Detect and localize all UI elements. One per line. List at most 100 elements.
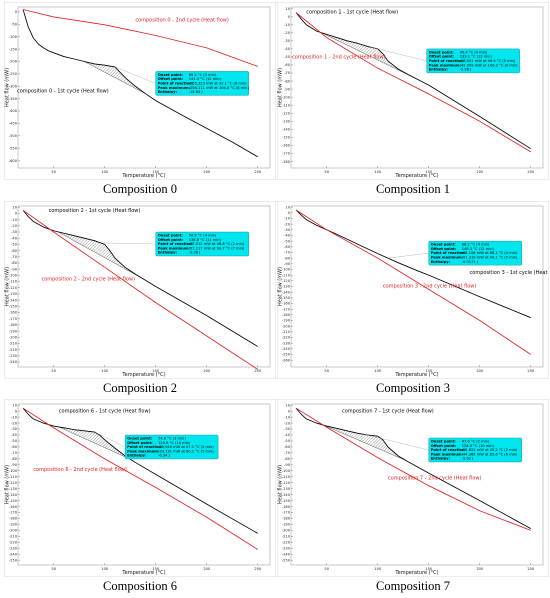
info-value: -5.06 J — [189, 251, 201, 255]
y-tick-label: -120 — [9, 481, 18, 485]
info-value: 125.6 °C (10 min) — [158, 441, 191, 445]
y-tick-label: -170 — [282, 307, 291, 311]
series-label: composition 0 - 2nd cycle (Heat flow) — [135, 17, 229, 23]
y-tick-label: -20 — [284, 222, 291, 226]
info-value: -51.117 mW at 99.7 °C (7 min) — [189, 246, 245, 250]
y-tick-label: -40 — [11, 236, 18, 240]
y-tick-label: -60 — [284, 245, 291, 249]
plot-area — [17, 205, 271, 368]
y-tick-label: -90 — [11, 463, 18, 467]
info-value: 148.3 °C (12 min) — [462, 247, 495, 251]
y-tick-label: -120 — [282, 481, 291, 485]
y-axis-label: Heat flow (mW) — [5, 465, 11, 504]
baseline-chord — [323, 425, 407, 461]
info-leader-line — [370, 46, 427, 62]
y-tick-label: -160 — [282, 505, 291, 509]
y-tick-label: -100 — [282, 469, 291, 473]
y-tick-label: -110 — [282, 103, 291, 107]
chart-svg: 100-10-20-30-40-50-60-70-80-90-100-110-1… — [4, 201, 276, 379]
plot-area — [17, 403, 271, 566]
info-key: Offset point: — [431, 247, 457, 251]
y-tick-label: -20 — [11, 421, 18, 425]
y-tick-label: -20 — [284, 31, 291, 35]
info-value: 133.1 °C (12 min) — [460, 55, 493, 59]
baseline-chord — [57, 231, 144, 280]
info-leader-line — [387, 252, 429, 259]
y-tick-label: 10 — [12, 205, 17, 209]
info-value: -0.0171 J — [462, 260, 478, 264]
x-tick-label: 100 — [101, 369, 109, 373]
x-tick-label: 200 — [476, 170, 484, 174]
x-tick-label: 50 — [51, 170, 56, 174]
y-tick-label: -300 — [9, 84, 18, 88]
y-tick-label: -110 — [9, 280, 18, 284]
chart-caption: Composition 2 — [103, 381, 177, 395]
info-value: 141.4 °C (12 min) — [189, 77, 222, 81]
chart-caption: Composition 1 — [376, 182, 450, 196]
y-tick-label: -240 — [282, 552, 291, 556]
x-tick-label: 100 — [374, 170, 382, 174]
y-tick-label: -200 — [282, 324, 291, 328]
y-tick-label: -140 — [282, 290, 291, 294]
y-tick-label: -210 — [9, 535, 18, 539]
info-leader-line — [94, 431, 126, 448]
y-tick-label: -130 — [282, 120, 291, 124]
y-tick-label: -10 — [11, 415, 18, 419]
y-tick-label: -250 — [9, 558, 18, 562]
info-value: 128.3 °C (10 min) — [462, 444, 495, 448]
info-value: 54.9 °C (4 min) — [189, 234, 217, 238]
x-axis-label: Temperature (°C) — [394, 173, 438, 179]
y-tick-label: -80 — [284, 256, 291, 260]
x-tick-label: 250 — [254, 567, 262, 571]
y-tick-label: -80 — [11, 457, 18, 461]
y-tick-label: -150 — [282, 296, 291, 300]
y-tick-label: -200 — [9, 335, 18, 339]
y-tick-label: -250 — [282, 558, 291, 562]
info-value: -37.512 mW at 46.8 °C (2 min) — [189, 242, 245, 246]
y-tick-label: -180 — [9, 517, 18, 521]
info-key: Peak maximum: — [431, 256, 464, 260]
info-key: Peak maximum: — [158, 86, 191, 90]
info-value: -23.041 mW at 49.5 °C (5 min) — [460, 59, 516, 63]
y-tick-label: 0 — [15, 212, 18, 216]
chart-panel: 10 0 -10 -20 -30 -40 -50 -60 -70 -80 -90 -100 -110 -1… — [277, 399, 549, 597]
y-tick-label: -210 — [9, 342, 18, 346]
y-tick-label: -120 — [282, 279, 291, 283]
info-leader-line — [364, 434, 429, 451]
info-value: 47.6 °C (2 min) — [462, 439, 490, 443]
info-value: -44.365 mW at 85.6 °C (6 min) — [462, 452, 518, 456]
y-tick-label: -170 — [9, 317, 18, 321]
y-tick-label: 10 — [285, 205, 290, 209]
x-tick-label: 50 — [324, 170, 329, 174]
y-tick-label: -130 — [282, 285, 291, 289]
series-label: composition 0 - 1st cycle (Heat flow) — [17, 88, 109, 94]
series-2nd-cycle-line — [295, 209, 531, 355]
y-tick-label: 0 — [288, 15, 291, 19]
y-tick-label: -180 — [282, 160, 291, 164]
info-value: -42.999 mW at 106.3 °C (9 min) — [460, 63, 518, 67]
y-tick-label: -250 — [282, 353, 291, 357]
y-tick-label: -120 — [282, 111, 291, 115]
y-tick-label: -200 — [9, 529, 18, 533]
series-label: composition 6 - 2nd cycle (Heat flow) — [33, 467, 127, 473]
y-tick-label: -170 — [9, 511, 18, 515]
chart-svg: 100-10-20-30-40-50-60-70-80-90-100-110-1… — [4, 399, 276, 577]
y-tick-label: -150 — [9, 47, 18, 51]
y-tick-label: -550 — [9, 146, 18, 150]
y-tick-label: -50 — [11, 23, 18, 27]
y-tick-label: -170 — [282, 511, 291, 515]
chart-caption: Composition 7 — [376, 579, 450, 593]
series-1st-cycle-line — [295, 407, 531, 529]
series-1st-cycle-line — [295, 209, 531, 319]
y-tick-label: -40 — [284, 47, 291, 51]
chart-svg: 100-10-20-30-40-50-60-70-80-90-100-110-1… — [277, 201, 549, 379]
chart-caption: Composition 6 — [103, 579, 177, 593]
x-tick-label: 50 — [51, 567, 56, 571]
y-tick-label: -30 — [284, 39, 291, 43]
series-label: composition 1 - 2nd cycle (Heat flow) — [292, 55, 386, 61]
x-tick-label: 250 — [527, 567, 535, 571]
info-value: 88.2 °C (4 min) — [462, 243, 490, 247]
series-label: composition 1 - 1st cycle (Heat flow) — [306, 9, 398, 15]
series-2nd-cycle-line — [295, 12, 531, 153]
info-key: Onset point: — [429, 50, 455, 54]
